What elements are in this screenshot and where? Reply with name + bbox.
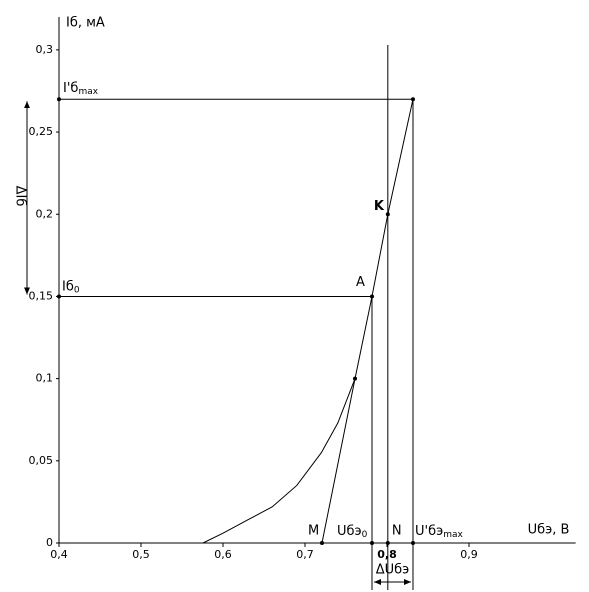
delta-u-label: ΔUбэ — [376, 563, 410, 578]
y-tick-label: 0,15 — [29, 289, 54, 302]
y-axis-label: Iб, мА — [66, 16, 105, 31]
curve — [321, 99, 414, 544]
curve — [202, 378, 356, 544]
ib0-label-main: Iб — [62, 279, 74, 294]
ib0-label-sub: 0 — [74, 285, 80, 295]
point-k-label: K — [374, 199, 385, 214]
y-tick-label: 0,05 — [29, 454, 54, 467]
x-tick-label: 0,9 — [460, 548, 478, 561]
y-tick-label: 0 — [46, 536, 53, 549]
point-n-label: N — [392, 524, 402, 539]
point — [385, 212, 390, 217]
point — [57, 294, 61, 299]
x-tick-label: 0,8 — [377, 548, 397, 561]
ib-max-label: I'бmax — [63, 81, 99, 97]
y-tick-label: 0,25 — [29, 125, 54, 138]
point — [385, 541, 390, 545]
ube-max-label-main: U'бэ — [415, 524, 443, 539]
point — [57, 97, 61, 102]
ib0-label: Iб0 — [62, 279, 80, 295]
point — [353, 376, 358, 381]
point-m-label: M — [308, 524, 319, 539]
x-tick-label: 0,4 — [50, 548, 68, 561]
ube0-label-sub: 0 — [362, 530, 368, 540]
x-tick-label: 0,5 — [132, 548, 150, 561]
ib-max-label-main: I'б — [63, 81, 78, 96]
point-a-label: A — [356, 275, 365, 290]
delta-i-label: ΔIб — [13, 186, 28, 207]
y-tick-label: 0,3 — [36, 43, 54, 56]
x-axis-label: Uбэ, В — [528, 523, 570, 538]
ube-max-label-sub: max — [443, 530, 463, 540]
point — [410, 541, 415, 545]
y-tick-label: 0,1 — [36, 372, 54, 385]
point — [369, 294, 374, 299]
x-tick-label: 0,6 — [214, 548, 232, 561]
ib-max-label-sub: max — [78, 87, 98, 97]
y-tick-label: 0,2 — [36, 207, 54, 220]
ube-max-label: U'бэmax — [415, 524, 464, 540]
point — [369, 541, 374, 545]
x-tick-label: 0,7 — [296, 548, 314, 561]
point — [319, 541, 324, 545]
ube0-label-main: Uбэ — [337, 524, 362, 539]
point — [410, 97, 415, 102]
ube0-label: Uбэ0 — [337, 524, 368, 540]
